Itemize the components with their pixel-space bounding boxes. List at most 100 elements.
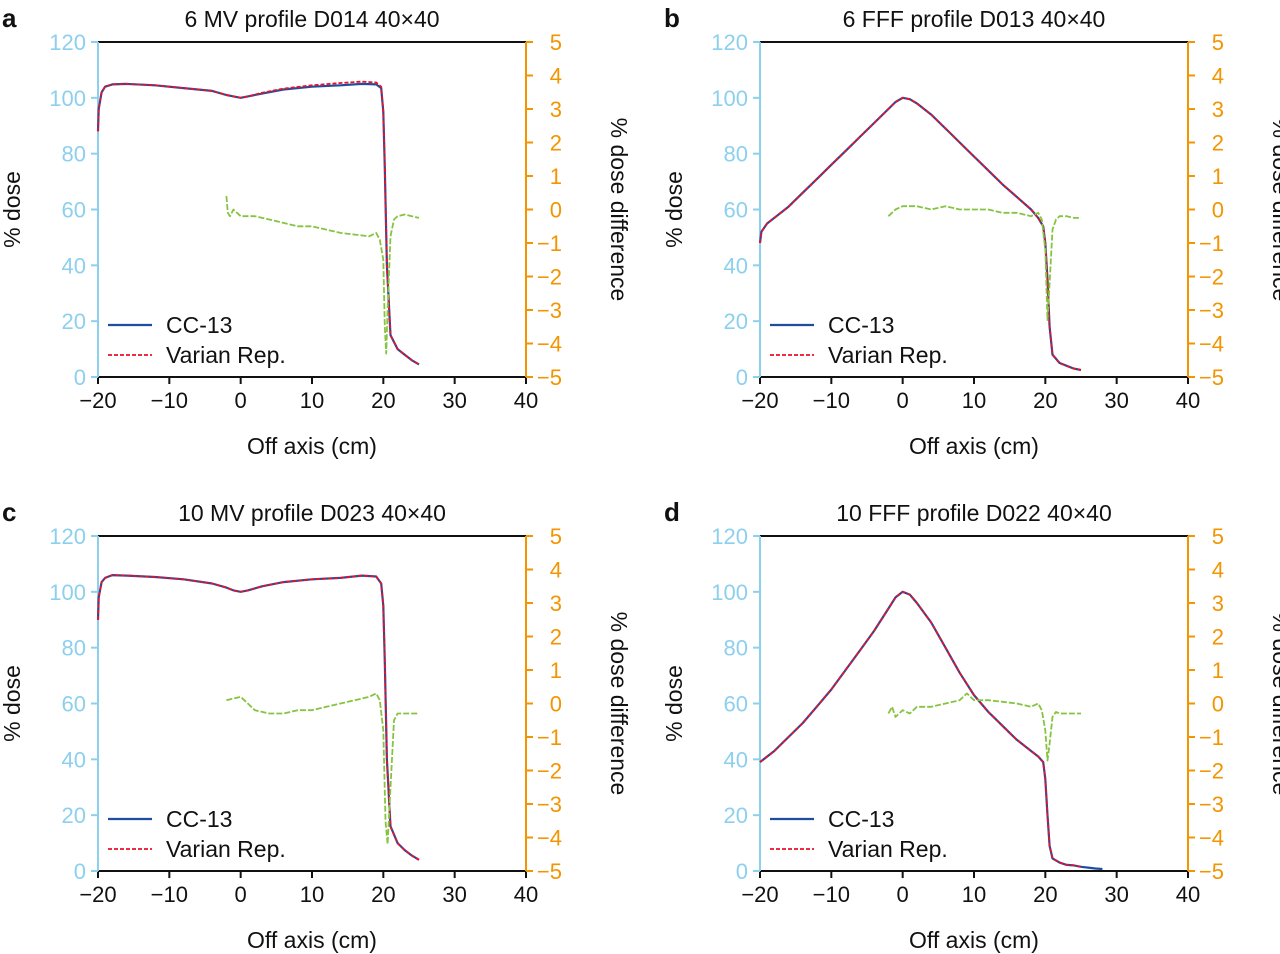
x-tick-label: 0 xyxy=(235,882,247,907)
y2-tick-label: 5 xyxy=(550,524,562,549)
series-line-cc13 xyxy=(96,82,420,366)
y-tick-label: 0 xyxy=(736,859,748,884)
x-tick-label: −20 xyxy=(741,882,778,907)
y2-tick-label: 4 xyxy=(1212,64,1224,89)
y2-tick-label: −3 xyxy=(537,298,562,323)
x-axis-label: Off axis (cm) xyxy=(909,433,1039,459)
y2-tick-label: −4 xyxy=(1199,826,1224,851)
y2-tick-label: 0 xyxy=(550,198,562,223)
y2-tick-label: 2 xyxy=(1212,131,1224,156)
y-tick-label: 100 xyxy=(49,86,86,111)
x-tick-label: 40 xyxy=(514,882,538,907)
y2-tick-label: −1 xyxy=(1199,231,1224,256)
x-tick-label: 20 xyxy=(1033,388,1057,413)
y-tick-label: 40 xyxy=(62,747,86,772)
x-axis-label: Off axis (cm) xyxy=(247,927,377,953)
y2-tick-label: 4 xyxy=(1212,558,1224,583)
y-tick-label: 100 xyxy=(711,580,748,605)
y-tick-label: 20 xyxy=(62,803,86,828)
x-tick-label: 20 xyxy=(371,882,395,907)
y2-tick-label: 4 xyxy=(550,64,562,89)
series-line-dose-difference xyxy=(225,196,420,355)
x-tick-label: −10 xyxy=(813,388,850,413)
x-tick-label: 30 xyxy=(442,882,466,907)
y-tick-label: 0 xyxy=(736,365,748,390)
y2-tick-label: 4 xyxy=(550,558,562,583)
y-tick-label: 100 xyxy=(711,86,748,111)
y-tick-label: 60 xyxy=(724,692,748,717)
legend-label-varian-rep: Varian Rep. xyxy=(828,836,948,862)
x-tick-label: 40 xyxy=(1176,388,1200,413)
y-axis-label: % dose xyxy=(0,665,25,742)
y2-tick-label: −1 xyxy=(537,725,562,750)
y-tick-label: 60 xyxy=(724,198,748,223)
x-tick-label: −20 xyxy=(741,388,778,413)
y-tick-label: 20 xyxy=(62,309,86,334)
y-tick-label: 40 xyxy=(62,253,86,278)
y2-axis-label: % dose difference xyxy=(1268,612,1280,796)
legend-label-cc13: CC-13 xyxy=(166,312,232,338)
y2-tick-label: 1 xyxy=(550,164,562,189)
y2-tick-label: 2 xyxy=(550,625,562,650)
series-line-cc13 xyxy=(96,573,420,861)
chart-title: 6 FFF profile D013 40×40 xyxy=(843,6,1106,32)
x-tick-label: 30 xyxy=(1104,388,1128,413)
x-tick-label: 30 xyxy=(442,388,466,413)
y2-tick-label: −4 xyxy=(537,826,562,851)
y2-tick-label: −4 xyxy=(537,332,562,357)
y2-tick-label: 3 xyxy=(550,591,562,616)
series-line-varian-rep xyxy=(97,80,420,366)
x-axis-label: Off axis (cm) xyxy=(247,433,377,459)
y2-tick-label: 1 xyxy=(1212,164,1224,189)
y2-tick-label: −5 xyxy=(537,365,562,390)
y-tick-label: 120 xyxy=(711,30,748,55)
y2-tick-label: 0 xyxy=(550,692,562,717)
series-line-cc13 xyxy=(758,96,1082,372)
y2-tick-label: −5 xyxy=(537,859,562,884)
series-line-varian-rep xyxy=(759,96,1082,371)
y2-tick-label: −2 xyxy=(1199,759,1224,784)
x-tick-label: −10 xyxy=(151,388,188,413)
y-axis-label: % dose xyxy=(0,171,25,248)
y2-tick-label: −2 xyxy=(537,759,562,784)
legend-label-cc13: CC-13 xyxy=(166,806,232,832)
y2-tick-label: −3 xyxy=(1199,792,1224,817)
y-tick-label: 20 xyxy=(724,803,748,828)
x-axis-label: Off axis (cm) xyxy=(909,927,1039,953)
x-tick-label: 10 xyxy=(300,388,324,413)
y2-axis-label: % dose difference xyxy=(1268,118,1280,302)
chart-panel-c: c 10 MV profile D023 40×40−20 −10 0 10 20 30 40… xyxy=(0,497,632,953)
series-line-dose-difference xyxy=(887,205,1081,322)
panel-letter: c xyxy=(2,497,16,527)
x-tick-label: 10 xyxy=(962,388,986,413)
series-line-varian-rep xyxy=(759,590,1082,868)
y2-tick-label: 1 xyxy=(1212,658,1224,683)
series-line-dose-difference xyxy=(226,692,419,846)
x-tick-label: 0 xyxy=(897,388,909,413)
x-tick-label: 20 xyxy=(1033,882,1057,907)
legend-label-varian-rep: Varian Rep. xyxy=(828,342,948,368)
y-axis-label: % dose xyxy=(661,665,687,742)
panel-letter: b xyxy=(664,3,680,33)
legend-label-varian-rep: Varian Rep. xyxy=(166,836,286,862)
y2-tick-label: −5 xyxy=(1199,365,1224,390)
y-tick-label: 80 xyxy=(724,142,748,167)
y2-tick-label: 5 xyxy=(1212,30,1224,55)
y2-tick-label: 5 xyxy=(1212,524,1224,549)
y2-tick-label: 5 xyxy=(550,30,562,55)
x-tick-label: 0 xyxy=(897,882,909,907)
y-tick-label: 120 xyxy=(711,524,748,549)
y2-tick-label: −2 xyxy=(1199,265,1224,290)
y2-tick-label: −3 xyxy=(1199,298,1224,323)
y-tick-label: 40 xyxy=(724,747,748,772)
y2-tick-label: −5 xyxy=(1199,859,1224,884)
x-tick-label: −10 xyxy=(813,882,850,907)
y2-tick-label: 3 xyxy=(1212,591,1224,616)
y-tick-label: 120 xyxy=(49,30,86,55)
x-tick-label: 10 xyxy=(300,882,324,907)
x-tick-label: 0 xyxy=(235,388,247,413)
series-line-varian-rep xyxy=(97,574,420,861)
y-tick-label: 60 xyxy=(62,198,86,223)
